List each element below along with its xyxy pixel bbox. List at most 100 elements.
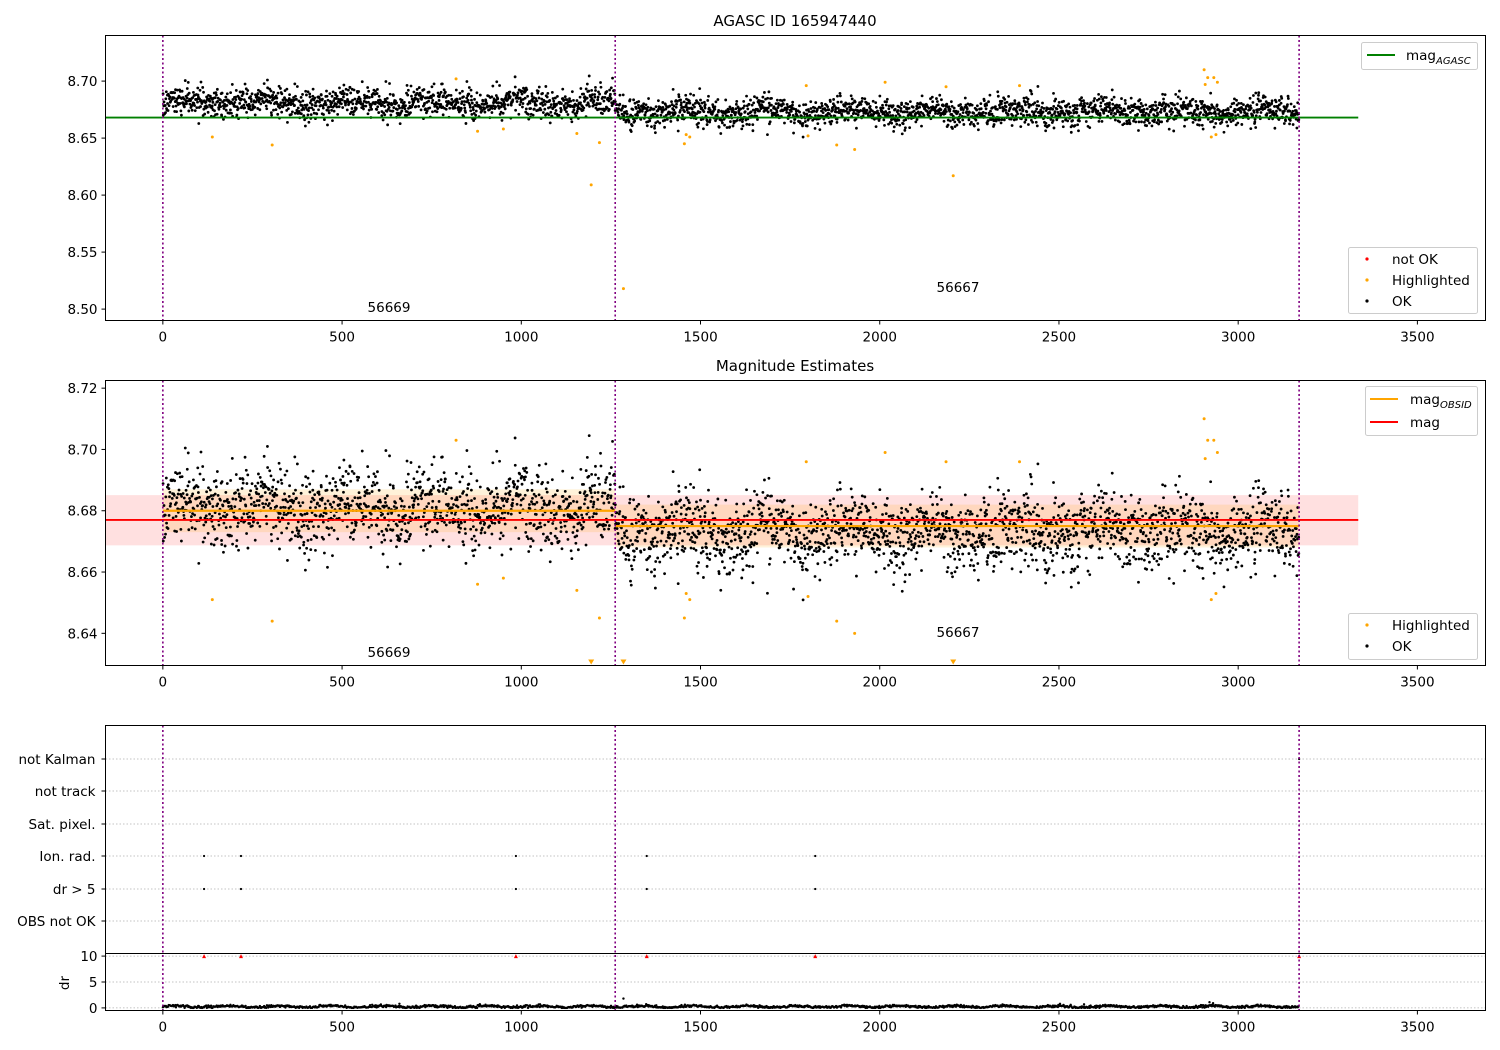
estimate-ok-point-1638	[748, 532, 752, 536]
estimate-ok-point-1741	[785, 510, 789, 514]
agasc-ok-point-2355	[1005, 100, 1009, 104]
agasc-ok-point-2222	[958, 120, 961, 124]
estimate-ok-point-476	[332, 500, 336, 504]
agasc-ok-point-1219	[598, 107, 602, 111]
agasc-ok-point-2900	[1201, 100, 1204, 103]
estimate-ok-point-161	[219, 516, 223, 520]
agasc-ok-point-847	[465, 96, 469, 100]
estimate-ok-point-741	[427, 502, 431, 505]
estimate-ok-point-1139	[569, 549, 573, 553]
estimate-ok-point-1213	[596, 498, 600, 501]
legend-not-ok-label: not OK	[1392, 252, 1439, 268]
estimate-ok-point-318	[275, 493, 279, 497]
estimate-ok-point-1398	[662, 544, 666, 547]
estimate-ok-point-398	[304, 475, 308, 479]
estimate-ok-point-1490	[695, 564, 699, 568]
agasc-ok-point-2486	[1052, 126, 1056, 130]
agasc-ok-point-1889	[838, 92, 842, 95]
agasc-ok-point-2557	[1078, 119, 1081, 123]
agasc-ok-point-1017	[526, 94, 530, 98]
agasc-ok-point-2262	[972, 111, 976, 115]
estimate-ok-point-329	[279, 506, 283, 509]
estimate-ok-point-1238	[605, 475, 609, 479]
estimate-ok-point-961	[505, 481, 509, 485]
agasc-ok-point-3049	[1254, 91, 1258, 95]
agasc-ok-point-1939	[856, 113, 860, 117]
agasc-ok-point-2954	[1220, 120, 1224, 124]
estimate-ok-point-165	[220, 480, 224, 484]
estimate-ok-point-680	[405, 540, 409, 543]
agasc-ok-point-1792	[803, 120, 807, 123]
agasc-ok-point-1026	[529, 107, 533, 110]
agasc-ok-point-1403	[664, 107, 668, 111]
agasc-ok-point-784	[442, 88, 446, 92]
agasc-ok-point-3143	[1288, 122, 1291, 126]
agasc-ok-point-2714	[1134, 120, 1138, 124]
estimate-ok-point-858	[469, 527, 473, 531]
agasc-ok-point-21	[169, 99, 173, 103]
estimate-ok-point-1548	[716, 497, 720, 501]
estimate-ok-point-525	[349, 504, 353, 507]
agasc-ok-point-3153	[1291, 123, 1295, 126]
estimate-ok-point-257	[253, 538, 257, 542]
estimate-ok-point-876	[475, 479, 479, 483]
agasc-ok-point-2455	[1041, 110, 1045, 114]
agasc-ok-point-306	[271, 93, 275, 97]
agasc-ok-point-2672	[1119, 106, 1123, 110]
estimate-ok-point-1226	[601, 535, 604, 539]
estimate-ok-point-1426	[672, 514, 676, 518]
agasc-ok-point-2660	[1114, 106, 1118, 110]
agasc-ok-point-1658	[756, 118, 759, 121]
estimate-ok-point-720	[419, 525, 423, 529]
agasc-ok-point-2313	[990, 112, 994, 116]
agasc-ok-point-3113	[1277, 118, 1281, 121]
agasc-ok-point-2778	[1157, 122, 1161, 126]
estimate-ok-point-423	[313, 493, 317, 497]
estimate-ok-point-1413	[668, 536, 671, 540]
estimate-ok-point-1552	[717, 572, 721, 576]
agasc-ok-point-897	[483, 107, 487, 110]
agasc-ok-point-228	[243, 106, 247, 110]
estimate-ok-point-82	[191, 512, 194, 516]
estimate-ok-point-55	[181, 505, 185, 509]
agasc-ok-point-1521	[706, 110, 710, 114]
agasc-ok-point-2902	[1201, 127, 1205, 131]
estimate-ok-point-515	[346, 497, 349, 500]
agasc-ok-point-1958	[863, 97, 867, 101]
agasc-ok-point-215	[238, 90, 242, 94]
agasc-ok-point-875	[475, 101, 479, 105]
agasc-ok-point-2868	[1189, 111, 1193, 115]
agasc-ok-point-662	[398, 122, 402, 126]
agasc-ok-point-2348	[1003, 98, 1007, 101]
agasc-ok-point-1646	[751, 129, 755, 133]
estimate-ok-point-478	[332, 514, 336, 518]
estimate-ok-point-1130	[566, 537, 570, 541]
agasc-ok-point-478	[332, 104, 336, 108]
estimate-ok-point-996	[518, 511, 522, 515]
estimate-ok-point-252	[252, 520, 255, 524]
agasc-ok-point-169	[222, 117, 225, 121]
agasc-ok-point-1678	[763, 91, 766, 94]
agasc-ok-point-2364	[1008, 106, 1012, 109]
agasc-ok-point-348	[286, 99, 290, 102]
estimate-ok-point-1669	[759, 520, 763, 524]
estimate-ok-point-301	[269, 474, 273, 478]
agasc-ok-point-1375	[654, 121, 658, 125]
agasc-ok-point-1036	[532, 107, 536, 111]
agasc-ok-point-2167	[938, 93, 942, 97]
agasc-ok-point-2743	[1144, 111, 1148, 115]
agasc-ok-point-1293	[625, 109, 628, 113]
agasc-ok-point-1119	[562, 104, 566, 108]
estimate-ok-point-1293	[625, 529, 628, 533]
agasc-ok-point-102	[198, 97, 201, 101]
estimate-ok-point-1240	[605, 497, 609, 501]
agasc-ok-point-1562	[721, 114, 725, 117]
agasc-ok-point-3085	[1267, 101, 1271, 105]
estimate-ok-point-1287	[623, 531, 626, 535]
agasc-ok-point-755	[432, 94, 436, 97]
agasc-ok-point-1534	[711, 103, 715, 107]
agasc-ok-point-3	[162, 100, 166, 104]
agasc-ok-point-2751	[1147, 114, 1151, 117]
estimate-ok-point-6	[163, 513, 167, 517]
agasc-ok-point-835	[461, 89, 464, 93]
